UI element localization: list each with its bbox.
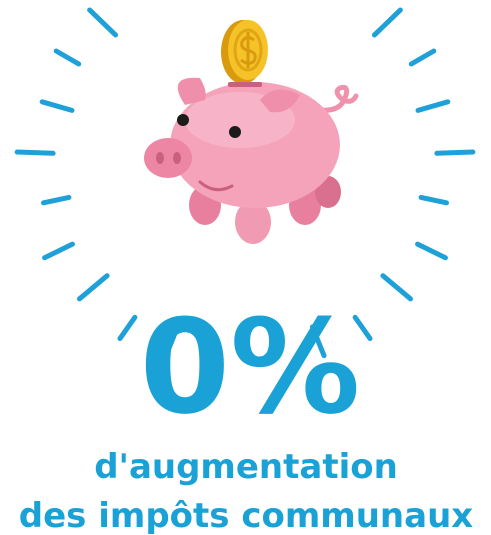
ray — [437, 152, 473, 153]
ray — [421, 197, 446, 202]
ray — [80, 276, 108, 299]
page: 0% d'augmentation des impôts communaux (… — [0, 0, 491, 535]
ray — [90, 10, 116, 35]
ray — [120, 317, 135, 338]
ray — [56, 51, 79, 64]
ray — [42, 102, 72, 111]
ray — [383, 276, 411, 299]
slot — [228, 82, 262, 87]
ray — [411, 51, 434, 64]
ray — [418, 102, 448, 111]
eye — [177, 114, 189, 126]
headline: 0% — [140, 291, 361, 443]
ray — [45, 244, 73, 258]
snout — [144, 138, 192, 178]
ray — [418, 244, 446, 258]
tail — [320, 87, 356, 110]
subtitle-line: des impôts communaux — [19, 496, 474, 535]
ray — [374, 10, 400, 35]
nostril — [156, 152, 164, 164]
subtitle-line: d'augmentation — [94, 447, 398, 487]
ray — [17, 152, 53, 153]
eye — [229, 126, 241, 138]
ray — [44, 197, 69, 202]
piggy-bank — [144, 20, 356, 244]
nostril — [173, 152, 181, 164]
infographic: 0% d'augmentation des impôts communaux — [0, 0, 491, 535]
